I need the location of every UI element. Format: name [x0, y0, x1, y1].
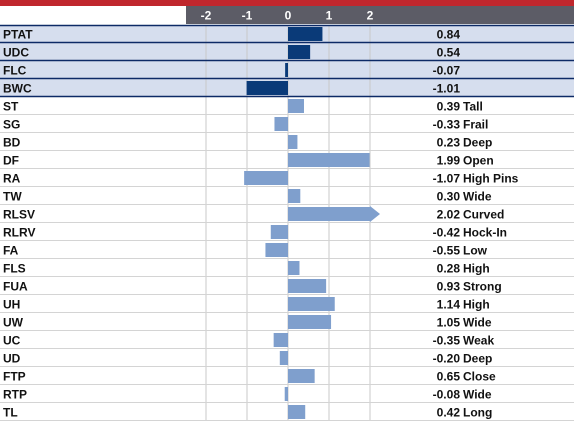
value-label: 1.05: [437, 316, 461, 330]
bar: [288, 279, 327, 293]
descriptor-label: High Pins: [463, 172, 519, 186]
bar: [288, 135, 298, 149]
bar: [288, 261, 300, 275]
row-label: FUA: [3, 280, 28, 294]
bar: [288, 405, 306, 419]
row-label: BWC: [3, 82, 32, 96]
row-label: UD: [3, 352, 21, 366]
row-label: TW: [3, 190, 22, 204]
row-label: RLSV: [3, 208, 35, 222]
value-label: -1.07: [433, 172, 461, 186]
value-label: -0.07: [433, 64, 461, 78]
descriptor-label: Strong: [463, 280, 502, 294]
bar: [285, 63, 288, 77]
value-label: 0.30: [437, 190, 461, 204]
bar: [244, 171, 288, 185]
header-stripe: [0, 0, 574, 6]
tick-label: 0: [285, 9, 292, 23]
value-label: -0.33: [433, 118, 461, 132]
descriptor-label: Weak: [463, 334, 494, 348]
bar: [288, 99, 304, 113]
row-label: ST: [3, 100, 19, 114]
row-label: UC: [3, 334, 21, 348]
row-label: UDC: [3, 46, 29, 60]
row-label: UH: [3, 298, 20, 312]
value-label: -0.35: [433, 334, 461, 348]
descriptor-label: Open: [463, 154, 494, 168]
bar: [288, 45, 311, 59]
row-label: BD: [3, 136, 21, 150]
value-label: 0.42: [437, 406, 461, 420]
descriptor-label: Curved: [463, 208, 504, 222]
descriptor-label: Deep: [463, 352, 492, 366]
bar: [273, 333, 288, 347]
row-label: UW: [3, 316, 24, 330]
value-label: 0.65: [437, 370, 461, 384]
row-label: RA: [3, 172, 21, 186]
tick-label: 2: [367, 9, 374, 23]
bar: [246, 81, 288, 95]
composite-row-bg: [0, 43, 574, 61]
value-label: -0.08: [433, 388, 461, 402]
row-label: RTP: [3, 388, 27, 402]
value-label: -1.01: [433, 82, 461, 96]
row-label: TL: [3, 406, 18, 420]
bar: [270, 225, 288, 239]
bar: [284, 387, 288, 401]
descriptor-label: Low: [463, 244, 488, 258]
value-label: 2.02: [437, 208, 461, 222]
value-label: -0.20: [433, 352, 461, 366]
value-label: 1.14: [437, 298, 461, 312]
row-label: FLC: [3, 64, 27, 78]
row-label: RLRV: [3, 226, 35, 240]
value-label: 0.54: [437, 46, 461, 60]
row-label: FA: [3, 244, 19, 258]
bar: [265, 243, 288, 257]
descriptor-label: Wide: [463, 190, 492, 204]
bar: [288, 297, 335, 311]
row-label: FLS: [3, 262, 26, 276]
descriptor-label: Wide: [463, 316, 492, 330]
value-label: -0.55: [433, 244, 461, 258]
descriptor-label: Wide: [463, 388, 492, 402]
bar: [279, 351, 288, 365]
descriptor-label: Tall: [463, 100, 483, 114]
value-label: 1.99: [437, 154, 461, 168]
value-label: 0.23: [437, 136, 461, 150]
bar: [274, 117, 288, 131]
descriptor-label: Close: [463, 370, 496, 384]
bar: [288, 206, 380, 222]
bar: [288, 315, 332, 329]
tick-label: -1: [242, 9, 253, 23]
value-label: 0.39: [437, 100, 461, 114]
axis-header-band: [186, 6, 574, 24]
composite-row-bg: [0, 25, 574, 43]
value-label: -0.42: [433, 226, 461, 240]
row-label: SG: [3, 118, 20, 132]
value-label: 0.28: [437, 262, 461, 276]
descriptor-label: High: [463, 262, 490, 276]
value-label: 0.84: [437, 28, 461, 42]
value-label: 0.93: [437, 280, 461, 294]
descriptor-label: Deep: [463, 136, 492, 150]
row-label: FTP: [3, 370, 26, 384]
bar: [288, 153, 370, 167]
descriptor-label: Hock-In: [463, 226, 507, 240]
tick-label: -2: [201, 9, 212, 23]
bar: [288, 189, 301, 203]
row-label: DF: [3, 154, 19, 168]
row-label: PTAT: [3, 28, 33, 42]
bar: [288, 369, 315, 383]
descriptor-label: Frail: [463, 118, 488, 132]
bar: [288, 27, 323, 41]
tick-label: 1: [326, 9, 333, 23]
descriptor-label: High: [463, 298, 490, 312]
descriptor-label: Long: [463, 406, 492, 420]
